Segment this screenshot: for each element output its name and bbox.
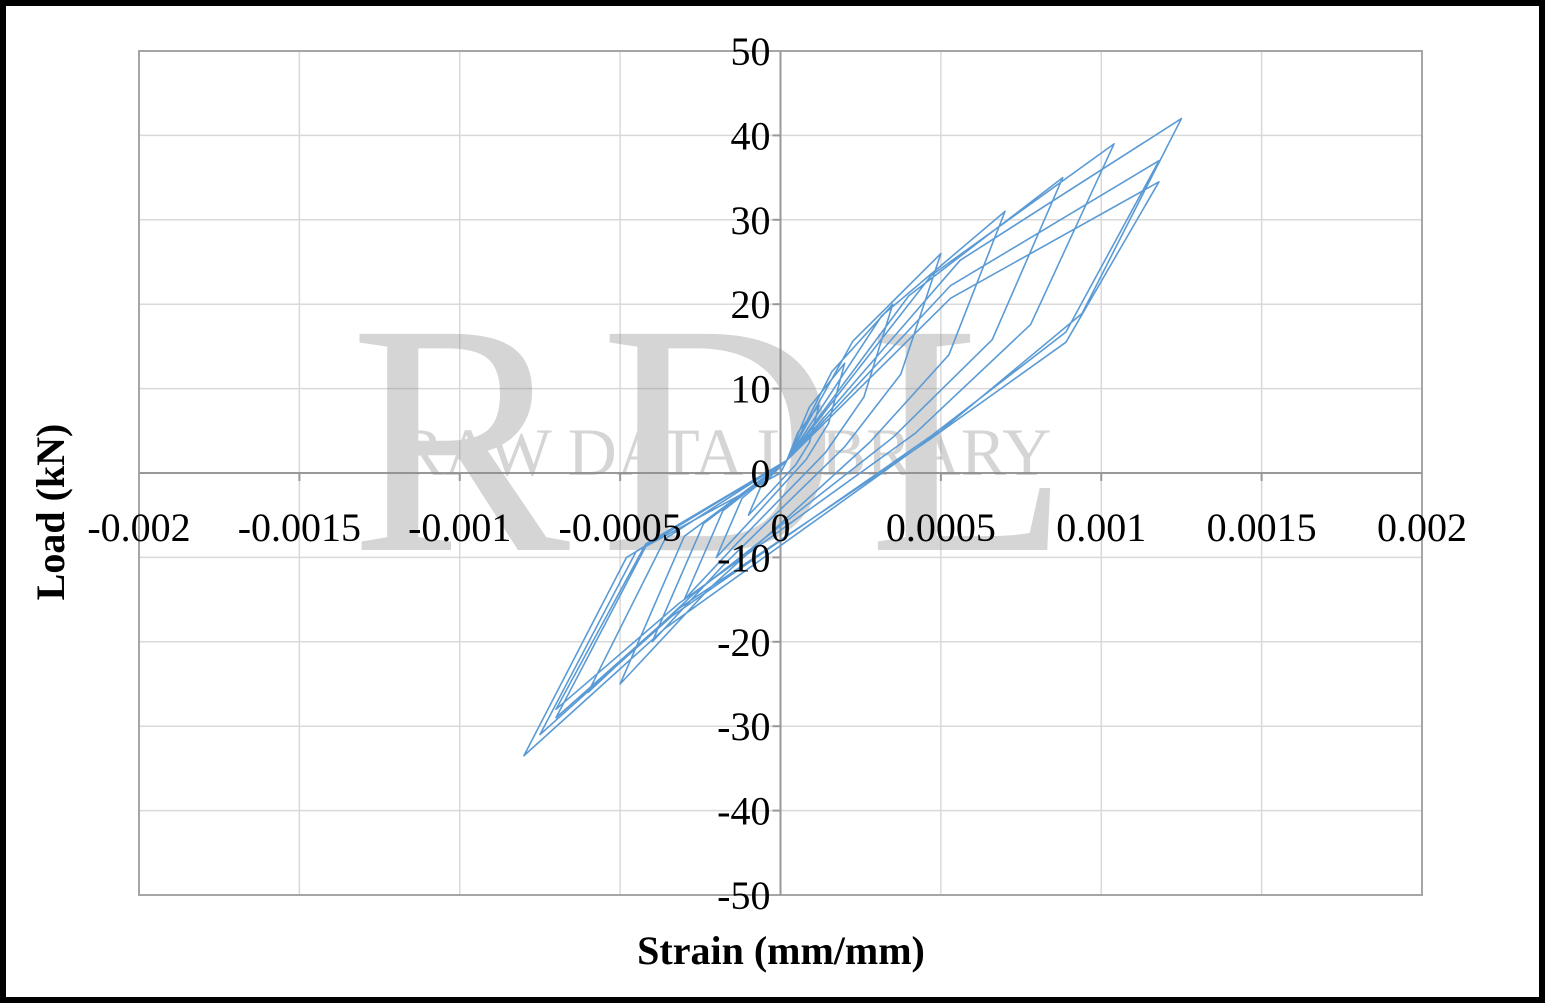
y-tick-label: 50 bbox=[731, 29, 771, 74]
y-tick-label: 10 bbox=[731, 367, 771, 412]
x-tick-label: 0.001 bbox=[1056, 505, 1146, 550]
data-line bbox=[523, 117, 1183, 757]
x-tick-label: -0.001 bbox=[408, 505, 511, 550]
y-tick-label: 30 bbox=[731, 198, 771, 243]
y-axis-title: Load (kN) bbox=[28, 424, 73, 601]
x-axis-title: Strain (mm/mm) bbox=[637, 928, 925, 973]
y-tick-label: -30 bbox=[717, 704, 770, 749]
x-tick-label: -0.002 bbox=[87, 505, 190, 550]
watermark-text: RAW DATA LIBRARY bbox=[399, 414, 1052, 490]
grid bbox=[138, 50, 1423, 896]
y-tick-label: -10 bbox=[717, 535, 770, 580]
y-tick-label: 20 bbox=[731, 282, 771, 327]
watermark-logo: RDL bbox=[350, 257, 1100, 622]
y-tick-label: 40 bbox=[731, 113, 771, 158]
y-tick-label: 0 bbox=[751, 451, 771, 496]
y-tick-label: -20 bbox=[717, 620, 770, 665]
labels: -0.002 -0.0015 -0.001 -0.0005 0 0.0005 0.001 0.… bbox=[87, 29, 1467, 918]
x-tick-label: 0.0005 bbox=[886, 505, 996, 550]
y-tick-label: -40 bbox=[717, 789, 770, 834]
watermark: RDL RAW DATA LIBRARY bbox=[350, 257, 1100, 622]
plot bbox=[523, 117, 1183, 757]
x-tick-label: 0 bbox=[771, 505, 791, 550]
x-tick-label: 0.002 bbox=[1377, 505, 1467, 550]
y-tick-label: -50 bbox=[717, 873, 770, 918]
x-tick-label: -0.0005 bbox=[558, 505, 681, 550]
x-tick-label: 0.0015 bbox=[1207, 505, 1317, 550]
x-tick-label: -0.0015 bbox=[238, 505, 361, 550]
